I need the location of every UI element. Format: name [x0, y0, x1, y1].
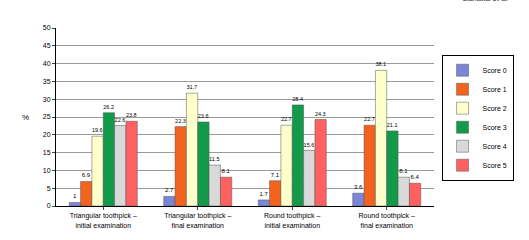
svg-text:22.6: 22.6: [115, 117, 126, 123]
svg-text:5: 5: [47, 185, 51, 192]
svg-text:Score 3: Score 3: [483, 124, 507, 131]
svg-text:21.1: 21.1: [387, 122, 398, 128]
svg-text:22.7: 22.7: [364, 116, 375, 122]
svg-text:8.1: 8.1: [222, 168, 231, 174]
svg-text:15.6: 15.6: [304, 142, 315, 148]
svg-text:50: 50: [43, 24, 51, 31]
svg-text:1.7: 1.7: [259, 191, 268, 197]
svg-text:22.3: 22.3: [175, 118, 186, 124]
svg-text:40: 40: [43, 60, 51, 67]
svg-text:%: %: [22, 113, 29, 122]
svg-text:Score 2: Score 2: [483, 105, 507, 112]
svg-text:Score 0: Score 0: [483, 67, 507, 74]
svg-text:Round toothpick –final examina: Round toothpick –final examination: [359, 212, 416, 228]
svg-text:23.8: 23.8: [126, 112, 137, 118]
svg-text:35: 35: [43, 78, 51, 85]
svg-text:19.6: 19.6: [92, 127, 103, 133]
svg-text:Round toothpick –initial exami: Round toothpick –initial examination: [264, 212, 321, 228]
svg-text:20: 20: [43, 131, 51, 138]
svg-text:8.1: 8.1: [399, 168, 408, 174]
svg-text:25: 25: [43, 113, 51, 120]
svg-text:1: 1: [73, 193, 77, 199]
svg-text:30: 30: [43, 96, 51, 103]
svg-text:45: 45: [43, 42, 51, 49]
svg-text:Triangular toothpick –final ex: Triangular toothpick –final examination: [164, 212, 231, 228]
svg-text:7.1: 7.1: [271, 172, 280, 178]
svg-text:Score 1: Score 1: [483, 86, 507, 93]
svg-text:38.1: 38.1: [375, 61, 386, 67]
svg-text:2.7: 2.7: [165, 187, 174, 193]
svg-text:Score 4: Score 4: [483, 143, 507, 150]
svg-text:22.7: 22.7: [281, 116, 292, 122]
svg-text:6.9: 6.9: [82, 172, 91, 178]
svg-text:31.7: 31.7: [186, 84, 197, 90]
svg-text:Triangular toothpick –initial: Triangular toothpick –initial examinatio…: [70, 212, 137, 228]
svg-text:11.5: 11.5: [209, 156, 220, 162]
svg-text:10: 10: [43, 167, 51, 174]
svg-text:Zanatta et al: Zanatta et al: [463, 0, 508, 3]
svg-text:Score 5: Score 5: [483, 162, 507, 169]
svg-text:15: 15: [43, 149, 51, 156]
svg-text:28.4: 28.4: [292, 96, 303, 102]
svg-text:24.3: 24.3: [315, 111, 326, 117]
svg-text:23.6: 23.6: [198, 113, 209, 119]
svg-text:0: 0: [47, 202, 51, 209]
svg-text:26.2: 26.2: [103, 104, 114, 110]
svg-text:6.4: 6.4: [411, 174, 420, 180]
svg-text:3.6: 3.6: [354, 184, 363, 190]
